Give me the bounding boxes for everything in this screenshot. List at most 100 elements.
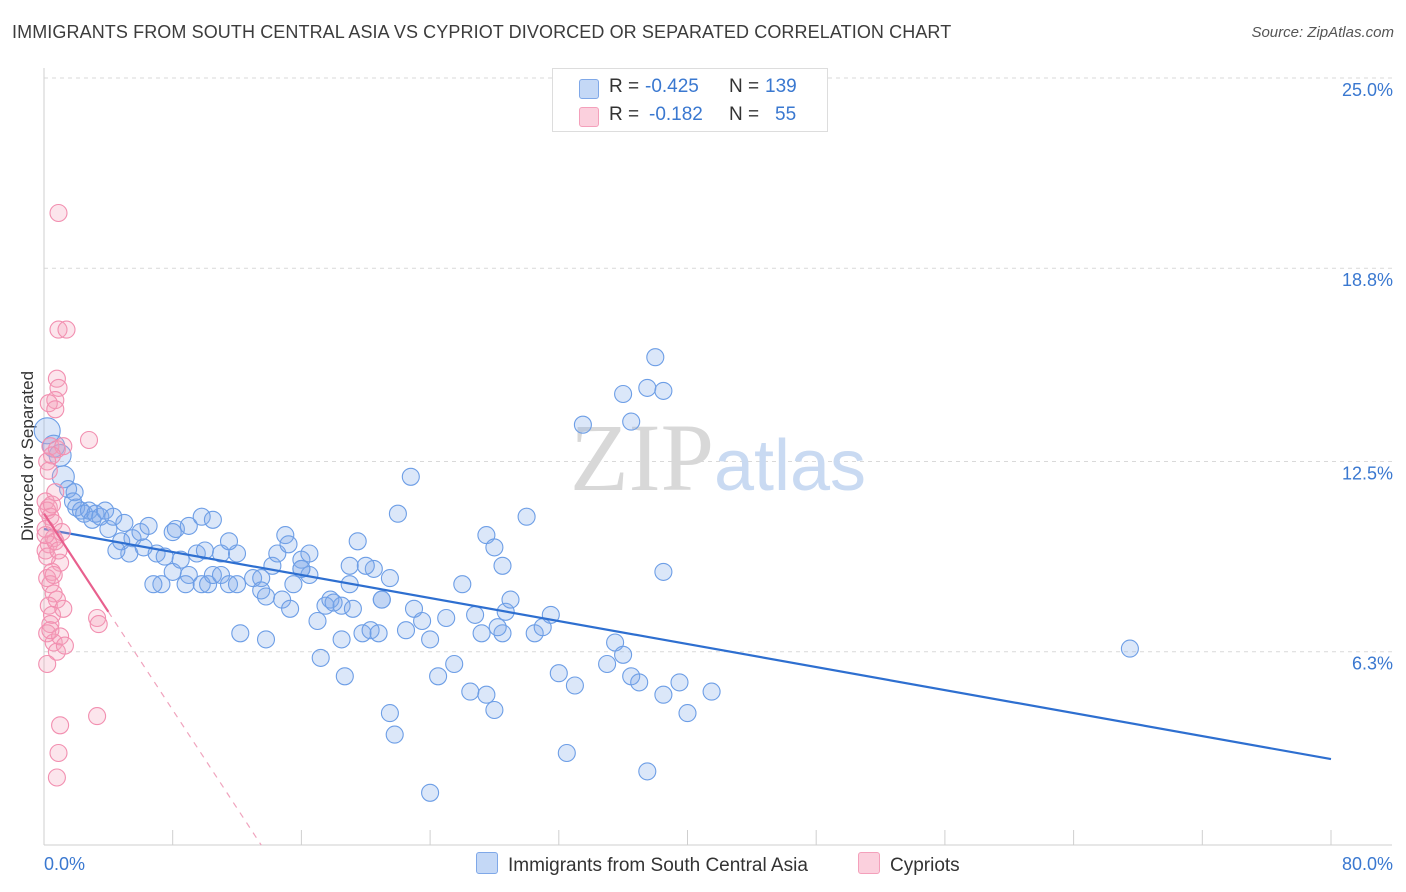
x-tick-label: 80.0% xyxy=(1342,854,1393,874)
series-cypriots xyxy=(36,203,262,846)
data-point xyxy=(256,587,276,606)
data-point xyxy=(36,541,55,560)
data-point xyxy=(388,504,407,523)
legend-item-south-central-asia: Immigrants from South Central Asia xyxy=(476,852,808,877)
data-point xyxy=(41,621,60,640)
data-point xyxy=(614,645,633,664)
data-point xyxy=(57,320,76,339)
data-point xyxy=(413,611,432,631)
data-point xyxy=(38,452,57,471)
data-point xyxy=(1120,639,1139,658)
data-point xyxy=(42,495,62,514)
data-point xyxy=(472,624,491,643)
r-value: -0.425 xyxy=(645,76,699,97)
data-point xyxy=(44,565,63,585)
y-tick-label: 6.3% xyxy=(1352,654,1393,674)
data-point xyxy=(638,762,657,781)
data-point xyxy=(36,526,55,545)
data-point xyxy=(380,569,399,588)
data-point xyxy=(279,535,298,554)
data-point xyxy=(573,415,592,434)
data-point xyxy=(42,605,62,624)
y-tick-label: 18.8% xyxy=(1342,270,1393,290)
data-point xyxy=(461,682,480,701)
data-point xyxy=(654,685,673,704)
y-tick-label: 12.5% xyxy=(1342,464,1393,484)
r-value: -0.182 xyxy=(649,104,703,125)
data-point xyxy=(33,417,61,445)
data-point xyxy=(401,467,420,486)
n-value: 55 xyxy=(775,104,797,125)
data-point xyxy=(485,538,504,557)
data-point xyxy=(89,615,108,634)
data-point xyxy=(356,556,375,575)
data-point xyxy=(51,627,70,646)
watermark: ZIPatlas xyxy=(570,404,866,511)
data-point xyxy=(49,203,68,223)
stats-row-south-central-asia: R = -0.425 N = 139 xyxy=(553,73,827,101)
data-point xyxy=(340,556,359,575)
data-point xyxy=(670,673,689,692)
data-point xyxy=(429,667,448,686)
data-point xyxy=(42,446,62,465)
trend-line-extension xyxy=(107,611,262,846)
legend-swatch-icon xyxy=(476,852,498,874)
data-point xyxy=(65,483,84,502)
data-point xyxy=(281,599,300,618)
data-point xyxy=(115,513,134,532)
data-point xyxy=(421,783,440,802)
trend-line xyxy=(43,513,110,613)
data-point xyxy=(139,516,158,535)
data-point xyxy=(203,510,222,529)
data-point xyxy=(321,590,340,609)
data-point xyxy=(107,541,126,560)
data-point xyxy=(453,575,472,594)
data-point xyxy=(396,621,416,640)
series-swatch-icon xyxy=(579,79,599,99)
data-point xyxy=(104,507,123,526)
data-point xyxy=(252,581,271,600)
data-point xyxy=(501,590,520,609)
data-point xyxy=(477,685,496,704)
data-point xyxy=(192,507,211,526)
data-point xyxy=(171,550,190,569)
chart-title: IMMIGRANTS FROM SOUTH CENTRAL ASIA VS CY… xyxy=(12,22,952,42)
data-point xyxy=(638,378,657,397)
data-point xyxy=(179,516,198,535)
data-point xyxy=(324,593,343,612)
stats-row-cypriots: R = -0.182 N = 55 xyxy=(553,101,827,129)
data-point xyxy=(39,461,58,480)
series-south-central-asia xyxy=(33,348,1332,802)
data-point xyxy=(654,381,673,400)
data-point xyxy=(343,599,362,618)
data-point xyxy=(256,630,276,649)
data-point xyxy=(86,504,105,523)
data-point xyxy=(493,556,512,575)
legend-swatch-icon xyxy=(858,852,880,874)
x-tick-label: 0.0% xyxy=(44,854,85,874)
data-point xyxy=(335,667,354,686)
legend-item-cypriots: Cypriots xyxy=(858,852,960,877)
data-point xyxy=(49,743,68,763)
r-label: R = xyxy=(609,104,640,125)
data-point xyxy=(678,704,697,723)
data-point xyxy=(88,608,107,628)
series-swatch-icon xyxy=(579,107,599,127)
data-point xyxy=(300,544,319,563)
n-label: N = xyxy=(729,76,760,97)
data-point xyxy=(38,547,57,566)
data-point xyxy=(227,575,247,594)
data-point xyxy=(55,636,74,655)
data-point xyxy=(88,707,107,726)
data-point xyxy=(485,700,504,720)
data-point xyxy=(51,716,70,735)
data-point xyxy=(437,608,456,628)
data-point xyxy=(332,630,351,649)
data-point xyxy=(630,673,649,692)
data-point xyxy=(284,575,303,594)
data-point xyxy=(646,348,665,367)
trend-line xyxy=(43,527,1332,761)
data-point xyxy=(598,654,617,674)
data-point xyxy=(348,532,367,551)
